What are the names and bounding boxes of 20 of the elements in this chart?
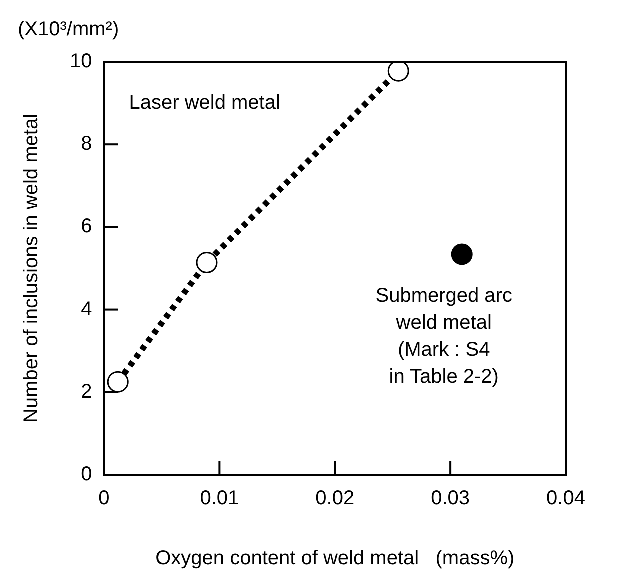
y-tick-label: 10	[70, 50, 92, 73]
y-tick-label: 2	[81, 380, 92, 403]
text: (X10³/mm²)	[18, 18, 120, 41]
x-tick-label: 0	[98, 488, 110, 510]
point	[107, 371, 129, 393]
y-tick-label: 4	[81, 298, 92, 320]
x-tick-label: 0.01	[200, 488, 240, 510]
point	[196, 252, 218, 274]
x-tick-label: 0.02	[316, 488, 355, 510]
annotation: Submerged arc weld metal (Mark : S4 in Table 2-2)	[376, 284, 512, 388]
y-tick-label: 6	[81, 216, 92, 238]
point	[451, 244, 473, 266]
y-tick-label: 0	[81, 464, 92, 486]
point	[388, 62, 410, 82]
y-axis-title: Number of inclusions in weld metal	[20, 114, 43, 424]
annotation: Laser weld metal	[129, 92, 280, 114]
x-tick-label: 0.04	[546, 488, 586, 510]
x-tick-label: 0.03	[431, 488, 470, 510]
x-axis-title: Oxygen content of weld metal (mass%)	[156, 548, 515, 570]
y-tick-label: 8	[81, 133, 92, 156]
